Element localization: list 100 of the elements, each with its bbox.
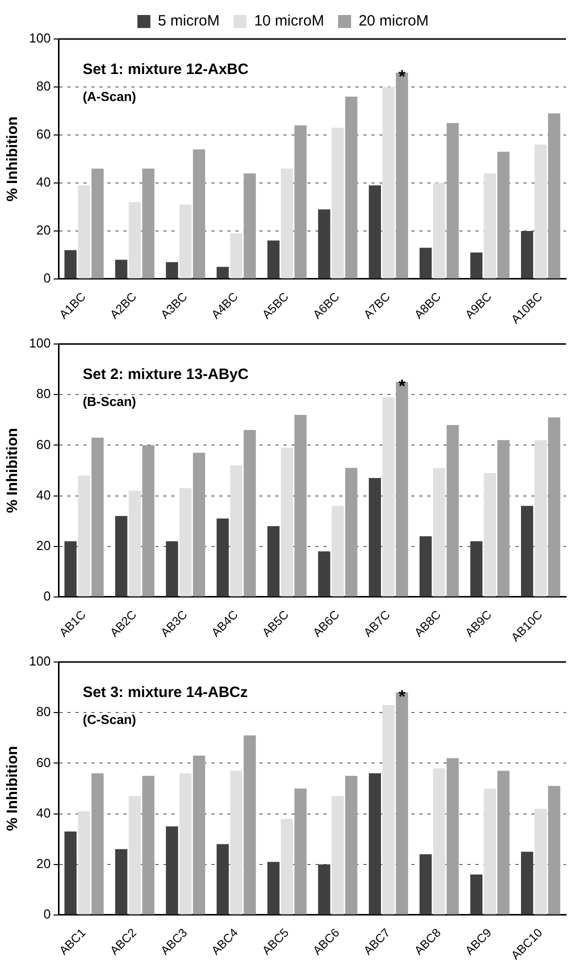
bar: [216, 518, 229, 596]
bar: [142, 445, 154, 596]
bar: [368, 478, 381, 596]
y-tick-label: 20: [36, 856, 51, 871]
bar: [216, 844, 229, 914]
y-tick-label: 60: [36, 436, 51, 452]
bar: [142, 776, 154, 914]
bar: [280, 168, 294, 278]
bar: [64, 541, 77, 596]
bar: [280, 448, 294, 596]
y-tick-label: 60: [36, 754, 51, 770]
bar: [470, 541, 482, 596]
y-tick-label: 40: [36, 805, 51, 820]
bar: [115, 516, 128, 596]
y-tick-label: 100: [28, 654, 51, 669]
bar: [294, 125, 307, 278]
bar: [166, 541, 178, 596]
bar: [484, 472, 496, 596]
bar: [78, 185, 90, 278]
y-tick-label: 0: [43, 906, 51, 922]
annotation: *: [398, 686, 406, 706]
bar: [433, 768, 446, 914]
text: Set 3: mixture 14-ABCz: [82, 684, 248, 701]
bar: [91, 438, 104, 596]
text: (B-Scan): [82, 394, 136, 409]
bar: [332, 506, 344, 596]
legend-label: 20 microM: [358, 12, 429, 30]
bar: [345, 468, 358, 596]
bar: [420, 536, 432, 596]
y-tick-label: 80: [36, 386, 51, 402]
bar: [382, 705, 395, 914]
y-tick-label: 0: [43, 588, 51, 604]
bar: [192, 452, 206, 596]
bar: [192, 149, 206, 278]
y-tick-label: 80: [36, 704, 51, 720]
bar: [446, 424, 459, 596]
bar: [484, 173, 496, 278]
bar: [497, 770, 510, 914]
bar: [332, 128, 344, 278]
bar: [142, 168, 154, 278]
bar: [267, 862, 280, 914]
bar: [192, 756, 206, 914]
y-tick-label: 100: [28, 30, 51, 46]
bar: [548, 417, 560, 596]
bar: [64, 831, 77, 914]
bar: [244, 173, 256, 278]
bar: [64, 250, 77, 278]
y-axis-title: % Inhibition: [4, 428, 22, 513]
bar: [128, 796, 141, 914]
legend-label: 10 microM: [254, 12, 324, 30]
y-tick-label: 80: [36, 78, 51, 94]
bar: [396, 692, 408, 914]
bar: [78, 476, 90, 596]
bar: [345, 776, 358, 914]
bar: [318, 551, 330, 596]
bar: [368, 185, 381, 278]
bar: [497, 152, 510, 278]
y-tick-label: 20: [36, 222, 51, 238]
text: Set 1: mixture 12-AxBC: [82, 61, 249, 78]
y-tick-label: 40: [36, 174, 51, 190]
y-axis-title: % Inhibition: [4, 746, 22, 831]
text: (C-Scan): [82, 712, 136, 727]
bar: [420, 248, 432, 278]
bar: [548, 113, 560, 278]
bar: [115, 260, 128, 278]
bar: [470, 252, 482, 278]
bar: [280, 818, 294, 914]
bar: [433, 182, 446, 278]
annotation: *: [398, 66, 406, 87]
bar: [78, 811, 90, 914]
bar: [244, 735, 256, 914]
bar: [294, 414, 307, 596]
bar: [446, 758, 459, 914]
bar: [128, 202, 141, 278]
bar: [446, 122, 459, 278]
bar: [548, 786, 560, 914]
y-tick-label: 40: [36, 487, 51, 502]
legend-label: 5 microM: [158, 12, 220, 30]
text: (A-Scan): [82, 89, 136, 104]
bar: [433, 468, 446, 596]
bar: [166, 262, 178, 278]
bar: [318, 864, 330, 914]
text: Set 2: mixture 13-AByC: [82, 366, 249, 383]
bar: [420, 854, 432, 914]
bar: [318, 209, 330, 278]
bar: [534, 144, 547, 278]
bar: [179, 773, 192, 914]
bar: [294, 788, 307, 914]
bar: [267, 526, 280, 596]
bar: [230, 770, 242, 914]
bar: [216, 266, 229, 278]
bar: [396, 382, 408, 596]
bar: [230, 233, 242, 278]
bar: [166, 826, 178, 914]
bar: [470, 874, 482, 914]
bar: [497, 440, 510, 596]
bar: [484, 788, 496, 914]
bar: [115, 849, 128, 914]
bar: [179, 488, 192, 596]
y-tick-label: 100: [28, 336, 51, 351]
